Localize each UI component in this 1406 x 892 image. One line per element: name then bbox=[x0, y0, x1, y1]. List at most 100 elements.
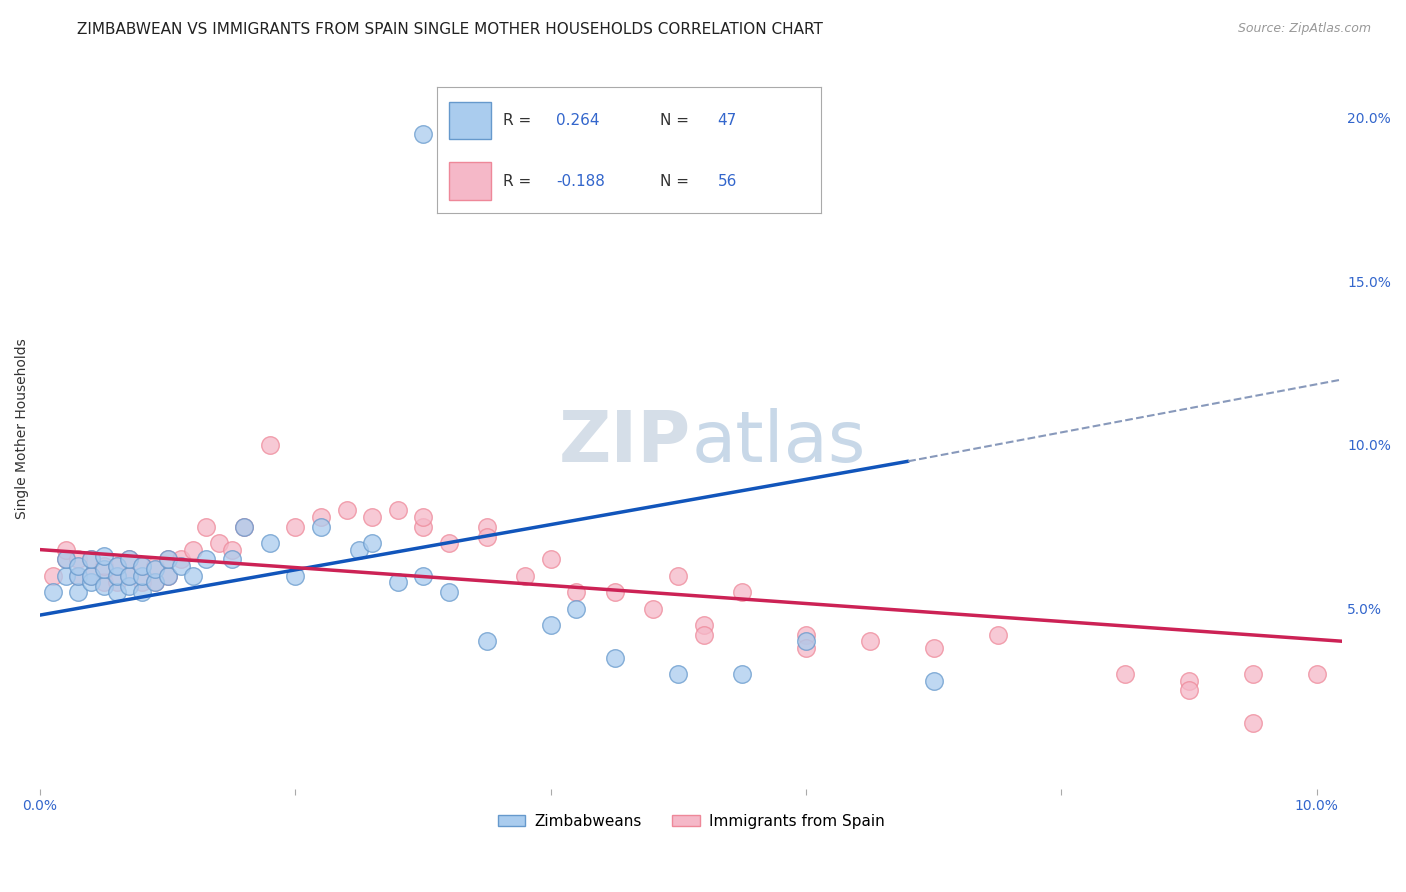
Point bbox=[80, 569, 103, 583]
Point bbox=[335, 503, 357, 517]
Point bbox=[93, 562, 115, 576]
Point bbox=[412, 519, 434, 533]
Point bbox=[80, 569, 103, 583]
Point bbox=[67, 569, 90, 583]
Point bbox=[475, 529, 498, 543]
Point bbox=[131, 559, 153, 574]
Point bbox=[668, 667, 690, 681]
Point bbox=[1114, 667, 1136, 681]
Text: ZIP: ZIP bbox=[560, 409, 692, 477]
Point bbox=[93, 549, 115, 563]
Point bbox=[412, 127, 434, 141]
Point bbox=[1241, 716, 1264, 731]
Point bbox=[922, 640, 945, 655]
Point bbox=[641, 601, 664, 615]
Point bbox=[118, 569, 141, 583]
Point bbox=[143, 575, 166, 590]
Point bbox=[309, 509, 332, 524]
Point bbox=[361, 536, 384, 550]
Point bbox=[42, 569, 65, 583]
Point bbox=[221, 552, 243, 566]
Point bbox=[195, 519, 218, 533]
Point bbox=[131, 569, 153, 583]
Point bbox=[437, 585, 460, 599]
Point bbox=[118, 552, 141, 566]
Point bbox=[67, 585, 90, 599]
Point bbox=[67, 569, 90, 583]
Point bbox=[437, 536, 460, 550]
Point bbox=[131, 585, 153, 599]
Point bbox=[169, 552, 191, 566]
Point bbox=[361, 509, 384, 524]
Point bbox=[55, 552, 77, 566]
Point bbox=[603, 650, 626, 665]
Point bbox=[105, 569, 128, 583]
Point bbox=[118, 579, 141, 593]
Point bbox=[105, 585, 128, 599]
Point bbox=[540, 618, 562, 632]
Y-axis label: Single Mother Households: Single Mother Households bbox=[15, 338, 30, 519]
Point bbox=[181, 569, 204, 583]
Point bbox=[105, 575, 128, 590]
Legend: Zimbabweans, Immigrants from Spain: Zimbabweans, Immigrants from Spain bbox=[492, 807, 891, 835]
Point bbox=[1306, 667, 1329, 681]
Point bbox=[284, 519, 307, 533]
Text: atlas: atlas bbox=[692, 409, 866, 477]
Point bbox=[105, 559, 128, 574]
Point bbox=[259, 438, 281, 452]
Point bbox=[233, 519, 256, 533]
Point bbox=[67, 559, 90, 574]
Point bbox=[1178, 683, 1201, 698]
Point bbox=[156, 552, 179, 566]
Point bbox=[181, 542, 204, 557]
Point bbox=[195, 552, 218, 566]
Point bbox=[349, 542, 371, 557]
Point bbox=[565, 601, 588, 615]
Point bbox=[55, 569, 77, 583]
Point bbox=[387, 503, 409, 517]
Point bbox=[565, 585, 588, 599]
Point bbox=[143, 559, 166, 574]
Point bbox=[221, 542, 243, 557]
Point bbox=[55, 542, 77, 557]
Point bbox=[1241, 667, 1264, 681]
Point bbox=[80, 552, 103, 566]
Point bbox=[93, 579, 115, 593]
Point bbox=[731, 667, 754, 681]
Point bbox=[80, 552, 103, 566]
Point bbox=[105, 559, 128, 574]
Point bbox=[794, 628, 817, 642]
Point bbox=[93, 575, 115, 590]
Point bbox=[55, 552, 77, 566]
Point bbox=[259, 536, 281, 550]
Point bbox=[169, 559, 191, 574]
Point bbox=[859, 634, 882, 648]
Point bbox=[668, 569, 690, 583]
Point bbox=[156, 552, 179, 566]
Point bbox=[475, 519, 498, 533]
Point bbox=[540, 552, 562, 566]
Point bbox=[731, 585, 754, 599]
Point bbox=[387, 575, 409, 590]
Point bbox=[794, 634, 817, 648]
Point bbox=[412, 509, 434, 524]
Point bbox=[131, 575, 153, 590]
Point bbox=[603, 585, 626, 599]
Point bbox=[118, 569, 141, 583]
Point bbox=[794, 640, 817, 655]
Point bbox=[143, 562, 166, 576]
Point bbox=[156, 569, 179, 583]
Point bbox=[156, 569, 179, 583]
Point bbox=[131, 559, 153, 574]
Point bbox=[80, 575, 103, 590]
Point bbox=[233, 519, 256, 533]
Point bbox=[412, 569, 434, 583]
Point bbox=[118, 552, 141, 566]
Point bbox=[143, 575, 166, 590]
Text: Source: ZipAtlas.com: Source: ZipAtlas.com bbox=[1237, 22, 1371, 36]
Point bbox=[208, 536, 231, 550]
Point bbox=[284, 569, 307, 583]
Text: ZIMBABWEAN VS IMMIGRANTS FROM SPAIN SINGLE MOTHER HOUSEHOLDS CORRELATION CHART: ZIMBABWEAN VS IMMIGRANTS FROM SPAIN SING… bbox=[77, 22, 823, 37]
Point bbox=[42, 585, 65, 599]
Point bbox=[922, 673, 945, 688]
